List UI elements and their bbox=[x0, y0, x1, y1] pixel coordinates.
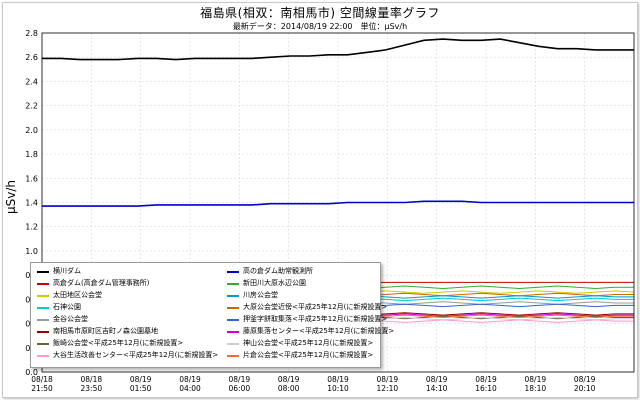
legend-swatch bbox=[37, 318, 49, 321]
legend-item: 片倉公会堂<平成25年12月(に新規設置> bbox=[227, 351, 373, 360]
y-tick-label: 1.6 bbox=[25, 174, 38, 183]
legend-swatch bbox=[227, 354, 239, 357]
legend-item: 石神公園 bbox=[37, 303, 81, 312]
x-tick-time: 01:50 bbox=[130, 384, 152, 393]
legend-swatch bbox=[227, 270, 239, 273]
legend-swatch bbox=[227, 282, 239, 285]
x-tick-time: 23:50 bbox=[81, 384, 103, 393]
x-tick-time: 08:00 bbox=[278, 384, 300, 393]
legend-label: 高倉ダム(高倉ダム管理事務所) bbox=[53, 279, 150, 287]
y-tick-label: 2.8 bbox=[25, 29, 38, 38]
y-tick-label: 1.0 bbox=[25, 247, 38, 256]
x-tick-date: 08/19 bbox=[229, 375, 251, 384]
legend-swatch bbox=[37, 330, 49, 333]
legend-swatch bbox=[227, 330, 239, 333]
x-tick-time: 16:10 bbox=[475, 384, 497, 393]
legend-label: 高の倉ダム助常観測所 bbox=[243, 267, 313, 275]
axes bbox=[41, 32, 635, 373]
y-tick-label: 2.2 bbox=[25, 102, 38, 111]
legend-item: 飯崎公会堂<平成25年12月(に新規設置> bbox=[37, 339, 183, 348]
legend-label: 大谷生活改善センター<平成25年12月(に新規設置> bbox=[53, 351, 219, 359]
legend-swatch bbox=[37, 354, 49, 357]
x-tick-date: 08/19 bbox=[377, 375, 399, 384]
legend-item: 大原公会堂近傍<平成25年12月(に新規設置> bbox=[227, 303, 387, 312]
legend-item: 川房公会堂 bbox=[227, 291, 278, 300]
y-tick-label: 1.2 bbox=[25, 223, 38, 232]
x-tick-date: 08/19 bbox=[278, 375, 300, 384]
x-tick-time: 20:10 bbox=[574, 384, 596, 393]
series-line bbox=[42, 200, 634, 207]
x-tick-date: 08/19 bbox=[475, 375, 497, 384]
y-tick-label: 2.6 bbox=[25, 53, 38, 62]
legend-item: 藤原集落センター<平成25年12月(に新規設置> bbox=[227, 327, 394, 336]
legend-swatch bbox=[37, 306, 49, 309]
x-tick-date: 08/19 bbox=[327, 375, 349, 384]
legend-label: 藤原集落センター<平成25年12月(に新規設置> bbox=[243, 327, 395, 335]
y-tick-label: 1.4 bbox=[25, 199, 38, 208]
x-tick-time: 10:10 bbox=[327, 384, 349, 393]
legend-item: 高の倉ダム助常観測所 bbox=[227, 267, 313, 276]
chart-subtitle: 最新データ：2014/08/19 22:00 単位：μSv/h bbox=[232, 22, 408, 31]
x-tick-date: 08/19 bbox=[426, 375, 448, 384]
legend-label: 片倉公会堂<平成25年12月(に新規設置> bbox=[243, 351, 374, 359]
x-tick-date: 08/19 bbox=[525, 375, 547, 384]
legend-swatch bbox=[227, 294, 239, 297]
x-tick-labels: 08/1821:5008/1823:5008/1901:5008/1904:00… bbox=[31, 375, 596, 393]
y-tick-label: 2.4 bbox=[25, 77, 38, 86]
legend-label: 横川ダム bbox=[53, 267, 81, 275]
legend-swatch bbox=[227, 342, 239, 345]
y-tick-label: 2.0 bbox=[25, 126, 38, 135]
plot-border bbox=[41, 32, 635, 373]
legend-label: 太田地区公会堂 bbox=[53, 291, 102, 299]
legend-item: 太田地区公会堂 bbox=[37, 291, 102, 300]
legend-label: 石神公園 bbox=[53, 303, 81, 311]
legend-label: 押釜字餅取集落<平成25年12月(に新規設置> bbox=[243, 315, 388, 323]
legend-swatch bbox=[37, 270, 49, 273]
x-tick-time: 06:00 bbox=[229, 384, 251, 393]
legend-item: 押釜字餅取集落<平成25年12月(に新規設置> bbox=[227, 315, 387, 324]
y-tick-label: 1.8 bbox=[25, 150, 38, 159]
legend-item: 新田川大原水辺公園 bbox=[227, 279, 306, 288]
chart-title: 福島県(相双：南相馬市) 空間線量率グラフ bbox=[200, 6, 440, 20]
legend-item: 南相馬市原町区吉町ノ森公園墓地 bbox=[37, 327, 158, 336]
chart-legend: 横川ダム 高の倉ダム助常観測所高倉ダム(高倉ダム管理事務所) 新田川大原水辺公園太田… bbox=[30, 262, 394, 368]
x-tick-time: 14:10 bbox=[426, 384, 448, 393]
legend-swatch bbox=[227, 318, 239, 321]
y-tick-label: 0.0 bbox=[25, 368, 38, 377]
legend-label: 南相馬市原町区吉町ノ森公園墓地 bbox=[53, 327, 158, 335]
legend-item: 金谷公会堂 bbox=[37, 315, 88, 324]
legend-label: 神山公会堂<平成25年12月(に新規設置> bbox=[243, 339, 374, 347]
x-tick-time: 04:00 bbox=[179, 384, 201, 393]
legend-item: 神山公会堂<平成25年12月(に新規設置> bbox=[227, 339, 373, 348]
x-tick-date: 08/18 bbox=[81, 375, 103, 384]
legend-item: 大谷生活改善センター<平成25年12月(に新規設置> bbox=[37, 351, 218, 360]
legend-label: 川房公会堂 bbox=[243, 291, 278, 299]
x-tick-date: 08/19 bbox=[574, 375, 596, 384]
legend-swatch bbox=[37, 342, 49, 345]
legend-swatch bbox=[37, 294, 49, 297]
series-line bbox=[42, 38, 634, 61]
legend-label: 新田川大原水辺公園 bbox=[243, 279, 306, 287]
legend-item: 横川ダム bbox=[37, 267, 81, 276]
legend-label: 飯崎公会堂<平成25年12月(に新規設置> bbox=[53, 339, 184, 347]
legend-label: 金谷公会堂 bbox=[53, 315, 88, 323]
x-tick-time: 21:50 bbox=[31, 384, 53, 393]
x-tick-time: 12:10 bbox=[377, 384, 399, 393]
legend-item: 高倉ダム(高倉ダム管理事務所) bbox=[37, 279, 149, 288]
legend-swatch bbox=[227, 306, 239, 309]
x-tick-date: 08/19 bbox=[130, 375, 152, 384]
x-tick-date: 08/19 bbox=[179, 375, 201, 384]
x-tick-date: 08/18 bbox=[31, 375, 53, 384]
legend-swatch bbox=[37, 282, 49, 285]
x-tick-time: 18:10 bbox=[525, 384, 547, 393]
legend-label: 大原公会堂近傍<平成25年12月(に新規設置> bbox=[243, 303, 388, 311]
